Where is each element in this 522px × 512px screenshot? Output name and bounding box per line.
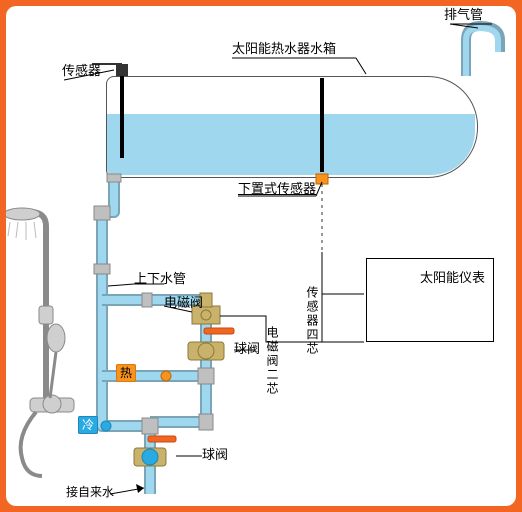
diagram-canvas: 太阳能仪表 (6, 6, 516, 506)
label-sensor-4core: 传感器四芯 (306, 286, 318, 356)
label-supply: 接自来水 (66, 486, 114, 499)
cold-tag: 冷 (78, 418, 98, 432)
label-tank-title: 太阳能热水器水箱 (232, 42, 336, 56)
vent-pipe (466, 26, 500, 76)
supply-arrow (110, 484, 144, 494)
label-ballvalve-bottom: 球阀 (202, 448, 228, 462)
label-solenoid: 电磁阀 (164, 296, 203, 310)
ball-valve-bottom-icon (134, 436, 176, 466)
label-vent: 排气管 (444, 8, 483, 22)
label-ballvalve-top: 球阀 (234, 342, 260, 356)
label-vertical-pipe: 上下水管 (134, 272, 186, 286)
shower-fixture (6, 208, 74, 476)
hot-tag: 热 (116, 366, 136, 380)
label-bottom-sensor: 下置式传感器 (238, 182, 316, 196)
ball-valve-top-icon (188, 328, 234, 360)
label-sensor-left: 传感器 (62, 64, 101, 78)
label-solenoid-2core: 电磁阀二芯 (266, 326, 278, 396)
bottom-sensor-probe (316, 78, 328, 252)
